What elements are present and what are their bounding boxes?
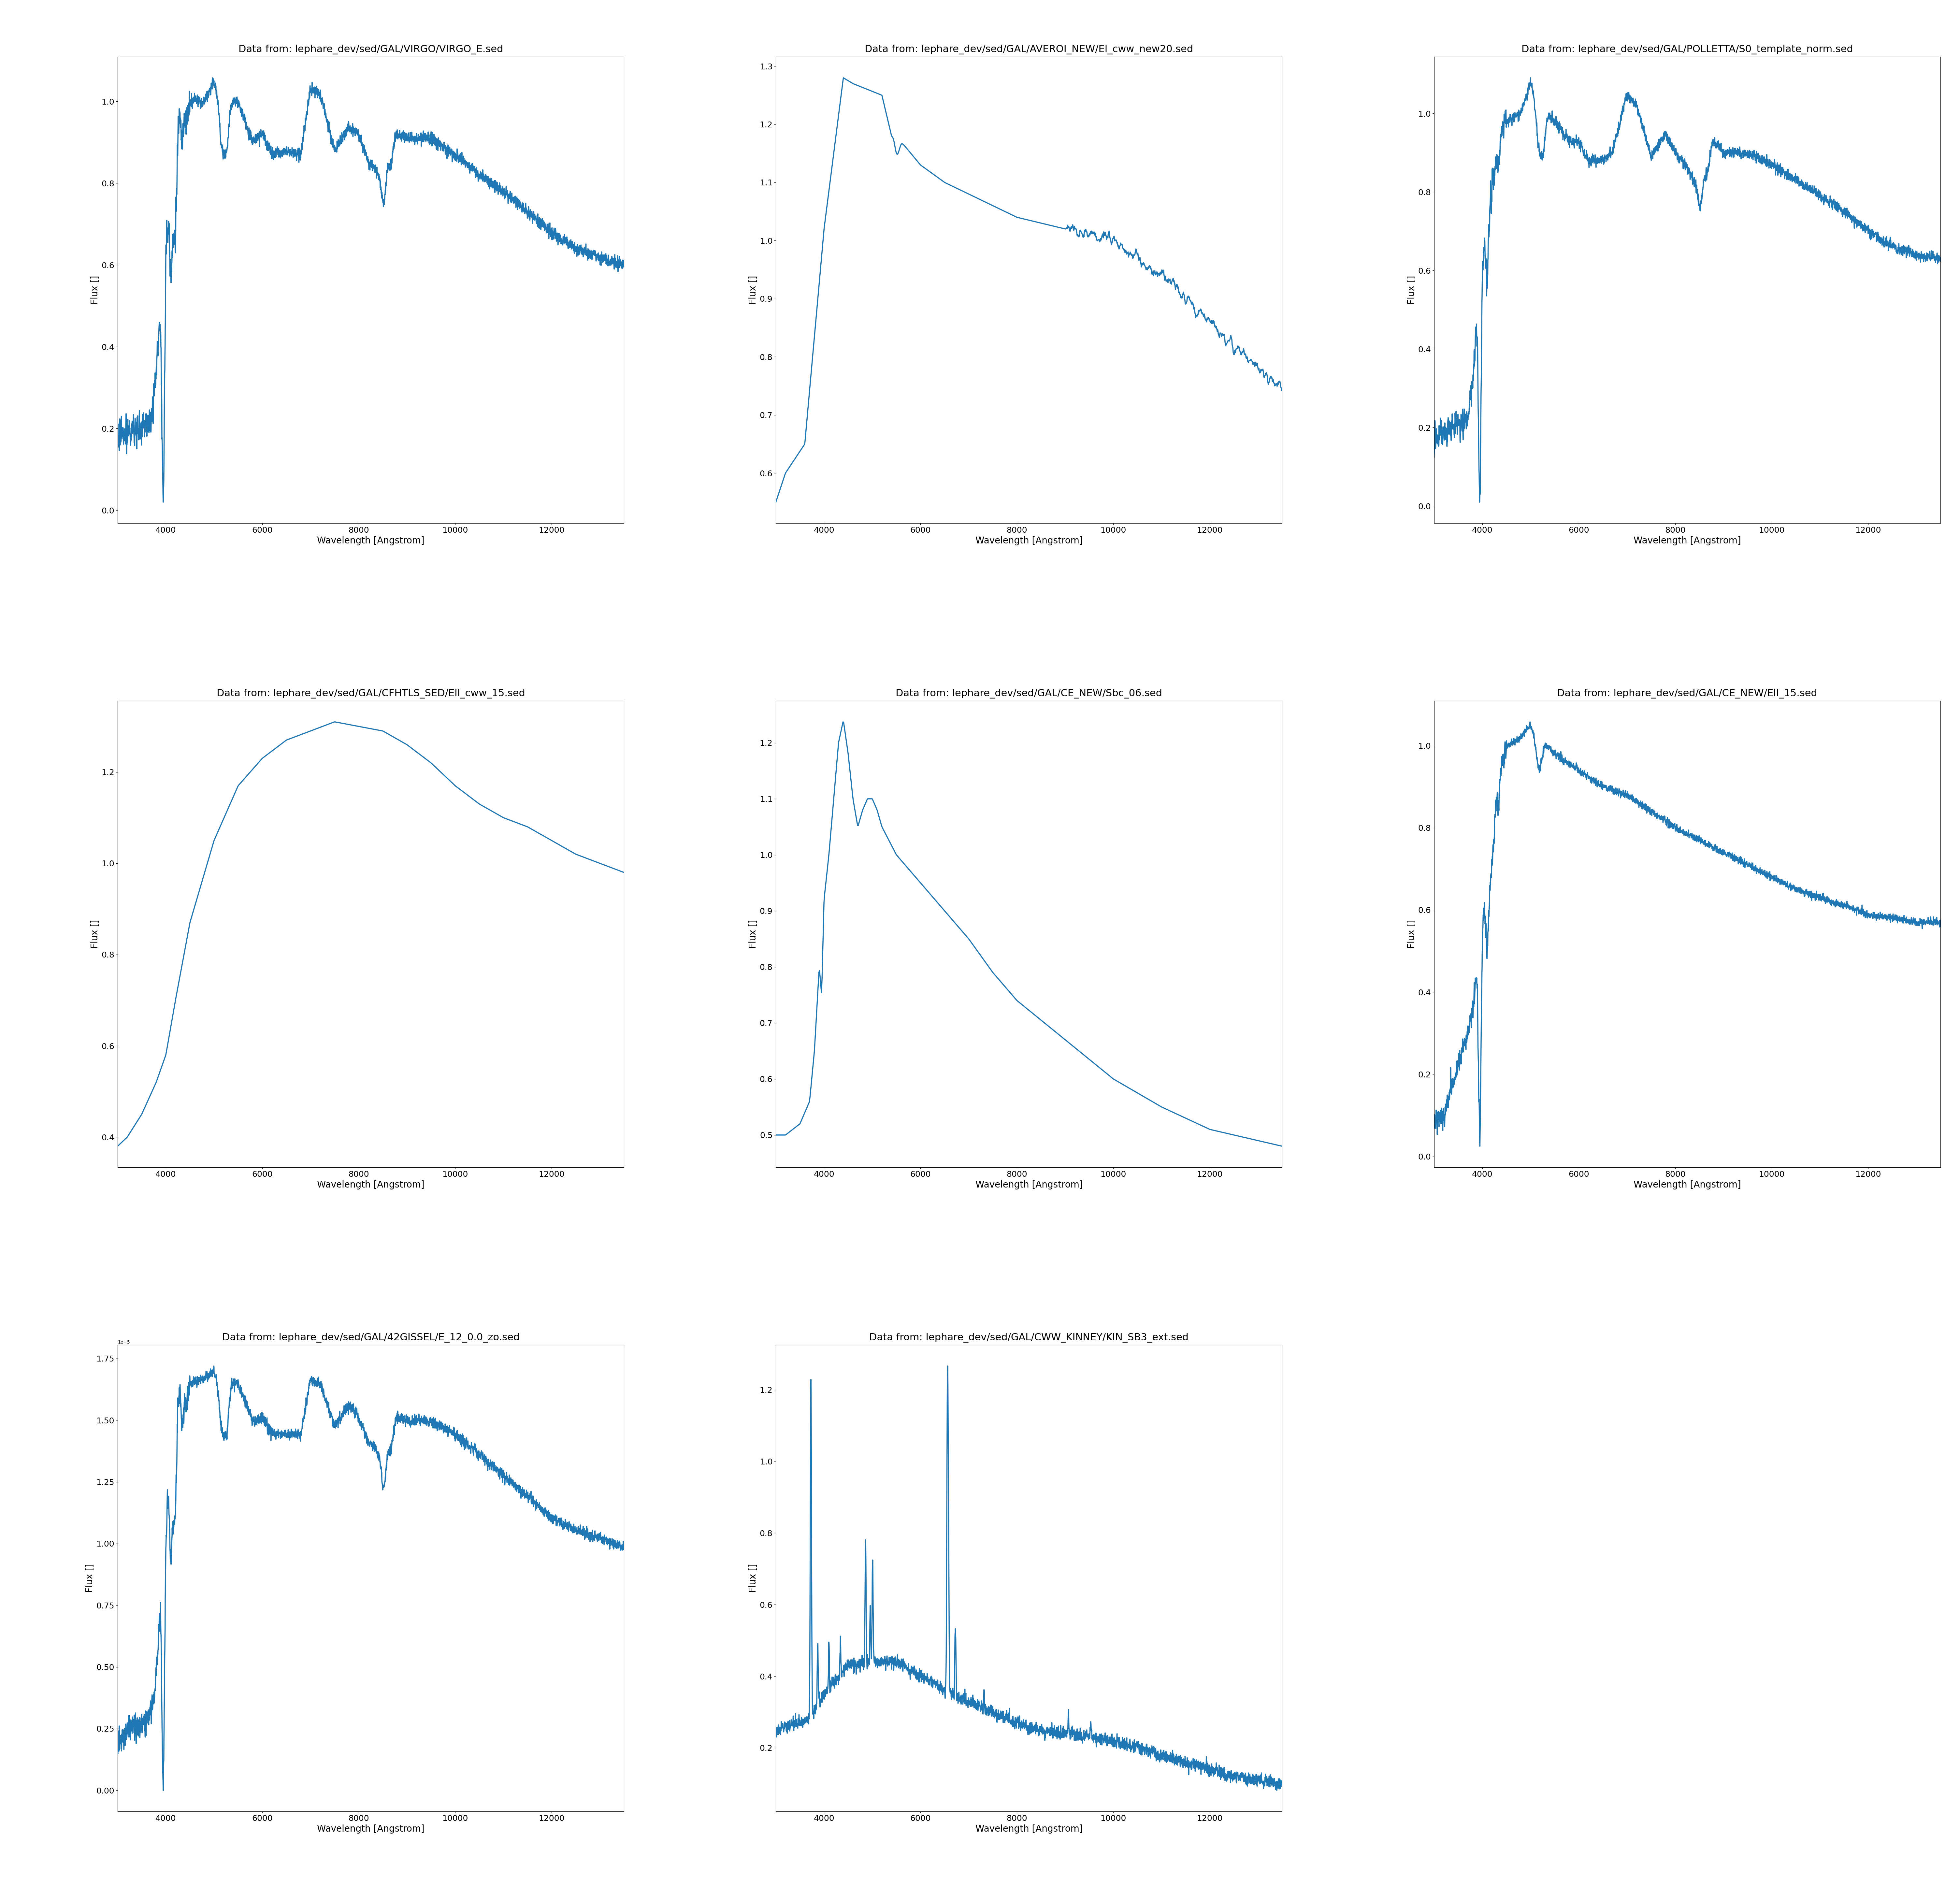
Title: Data from: lephare_dev/sed/GAL/CE_NEW/Ell_15.sed: Data from: lephare_dev/sed/GAL/CE_NEW/El… <box>1556 689 1817 698</box>
X-axis label: Wavelength [Angstrom]: Wavelength [Angstrom] <box>318 536 425 545</box>
Y-axis label: Flux []: Flux [] <box>90 919 100 949</box>
Title: Data from: lephare_dev/sed/GAL/CE_NEW/Sbc_06.sed: Data from: lephare_dev/sed/GAL/CE_NEW/Sb… <box>896 689 1162 698</box>
Y-axis label: Flux []: Flux [] <box>90 276 100 304</box>
Y-axis label: Flux []: Flux [] <box>1407 919 1415 949</box>
Y-axis label: Flux []: Flux [] <box>749 919 759 949</box>
X-axis label: Wavelength [Angstrom]: Wavelength [Angstrom] <box>318 1179 425 1189</box>
X-axis label: Wavelength [Angstrom]: Wavelength [Angstrom] <box>976 1825 1082 1834</box>
Title: Data from: lephare_dev/sed/GAL/POLLETTA/S0_template_norm.sed: Data from: lephare_dev/sed/GAL/POLLETTA/… <box>1521 45 1852 55</box>
Title: Data from: lephare_dev/sed/GAL/VIRGO/VIRGO_E.sed: Data from: lephare_dev/sed/GAL/VIRGO/VIR… <box>239 45 504 55</box>
Title: Data from: lephare_dev/sed/GAL/CFHTLS_SED/Ell_cww_15.sed: Data from: lephare_dev/sed/GAL/CFHTLS_SE… <box>216 689 525 698</box>
Y-axis label: Flux []: Flux [] <box>1407 276 1415 304</box>
Y-axis label: Flux []: Flux [] <box>86 1564 94 1593</box>
X-axis label: Wavelength [Angstrom]: Wavelength [Angstrom] <box>976 536 1082 545</box>
Title: Data from: lephare_dev/sed/GAL/CWW_KINNEY/KIN_SB3_ext.sed: Data from: lephare_dev/sed/GAL/CWW_KINNE… <box>870 1332 1188 1342</box>
X-axis label: Wavelength [Angstrom]: Wavelength [Angstrom] <box>1633 536 1740 545</box>
Y-axis label: Flux []: Flux [] <box>749 1564 759 1593</box>
Title: Data from: lephare_dev/sed/GAL/42GISSEL/E_12_0.0_zo.sed: Data from: lephare_dev/sed/GAL/42GISSEL/… <box>221 1332 519 1342</box>
Y-axis label: Flux []: Flux [] <box>749 276 759 304</box>
Title: Data from: lephare_dev/sed/GAL/AVEROI_NEW/El_cww_new20.sed: Data from: lephare_dev/sed/GAL/AVEROI_NE… <box>864 45 1194 55</box>
X-axis label: Wavelength [Angstrom]: Wavelength [Angstrom] <box>976 1179 1082 1189</box>
X-axis label: Wavelength [Angstrom]: Wavelength [Angstrom] <box>1633 1179 1740 1189</box>
X-axis label: Wavelength [Angstrom]: Wavelength [Angstrom] <box>318 1825 425 1834</box>
